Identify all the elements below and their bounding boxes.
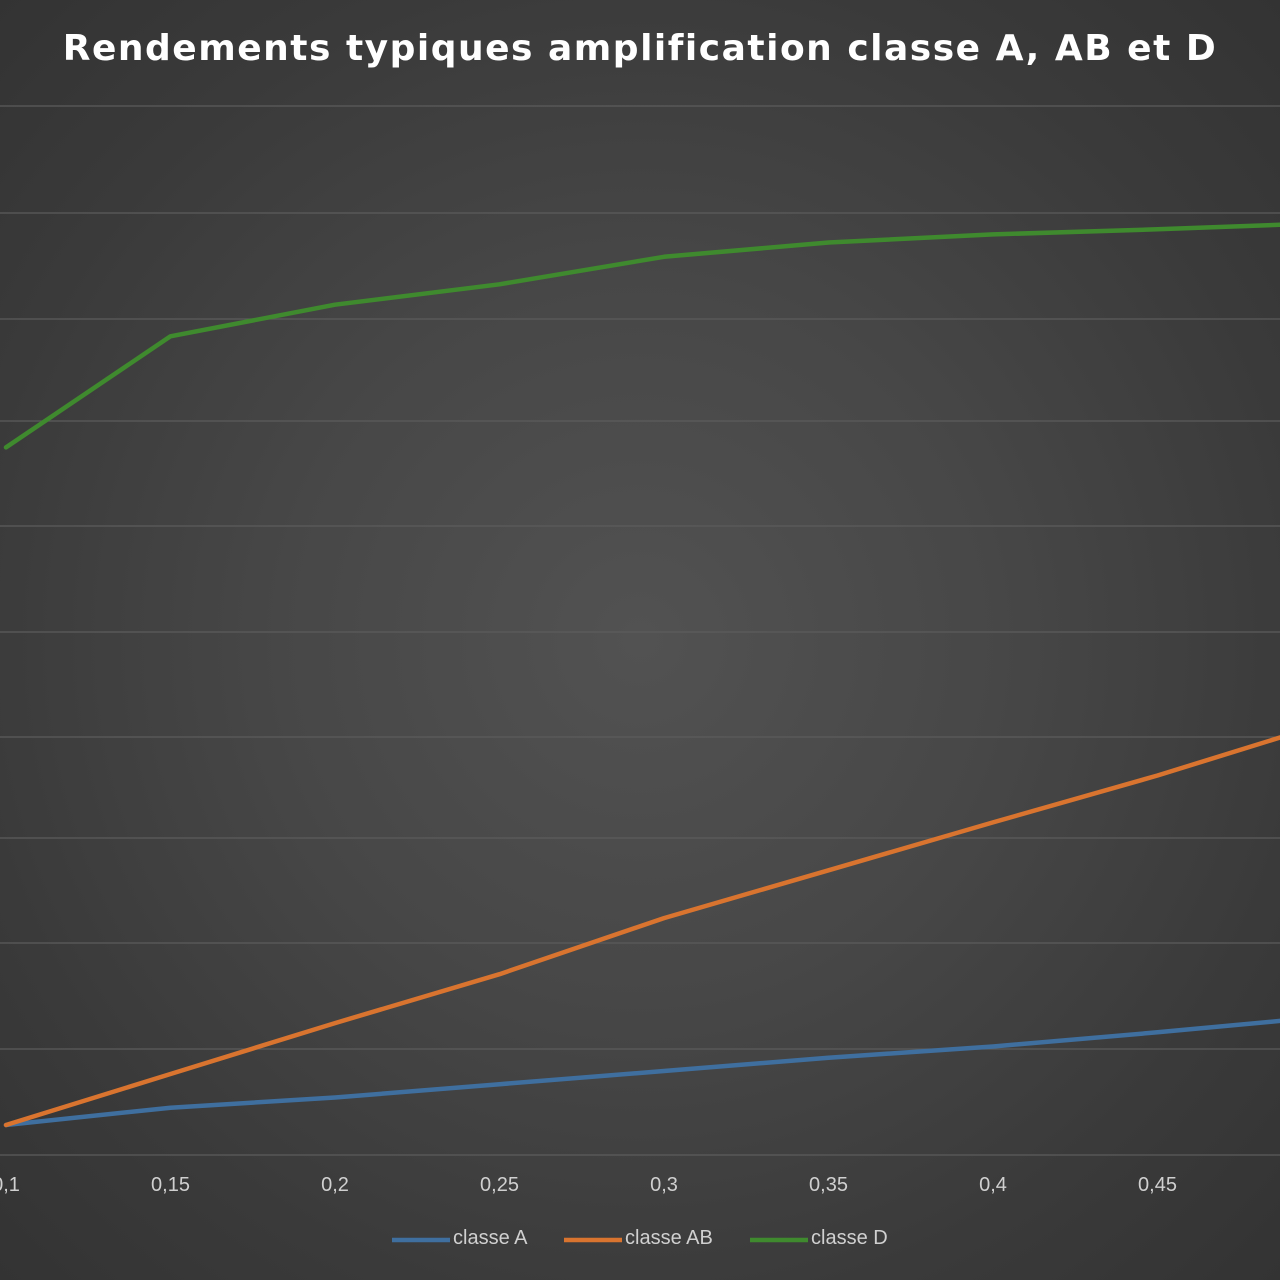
series-line-classe-ab — [3, 735, 1280, 1128]
chart-title: Rendements typiques amplification classe… — [62, 28, 1218, 69]
series-line-classe-a — [3, 1018, 1280, 1128]
x-tick-label: 0,25 — [480, 1174, 519, 1196]
legend-label: classe A — [453, 1227, 528, 1249]
x-tick-label: 0,1 — [0, 1174, 20, 1196]
x-tick-label: 0,2 — [321, 1174, 349, 1196]
legend-label: classe D — [811, 1227, 888, 1249]
series-line-classe-d — [3, 222, 1280, 450]
x-tick-label: 0,3 — [650, 1174, 678, 1196]
x-axis-ticks: 0,10,150,20,250,30,350,40,450,50,550,60,… — [0, 1174, 1177, 1196]
x-tick-label: 0,15 — [151, 1174, 190, 1196]
x-tick-label: 0,35 — [809, 1174, 848, 1196]
legend: classe A classe AB classe D — [392, 1227, 888, 1249]
series-lines — [3, 222, 1280, 1128]
gridlines — [0, 105, 1280, 1156]
legend-label: classe AB — [625, 1227, 713, 1249]
x-tick-label: 0,4 — [979, 1174, 1007, 1196]
x-tick-label: 0,45 — [1138, 1174, 1177, 1196]
